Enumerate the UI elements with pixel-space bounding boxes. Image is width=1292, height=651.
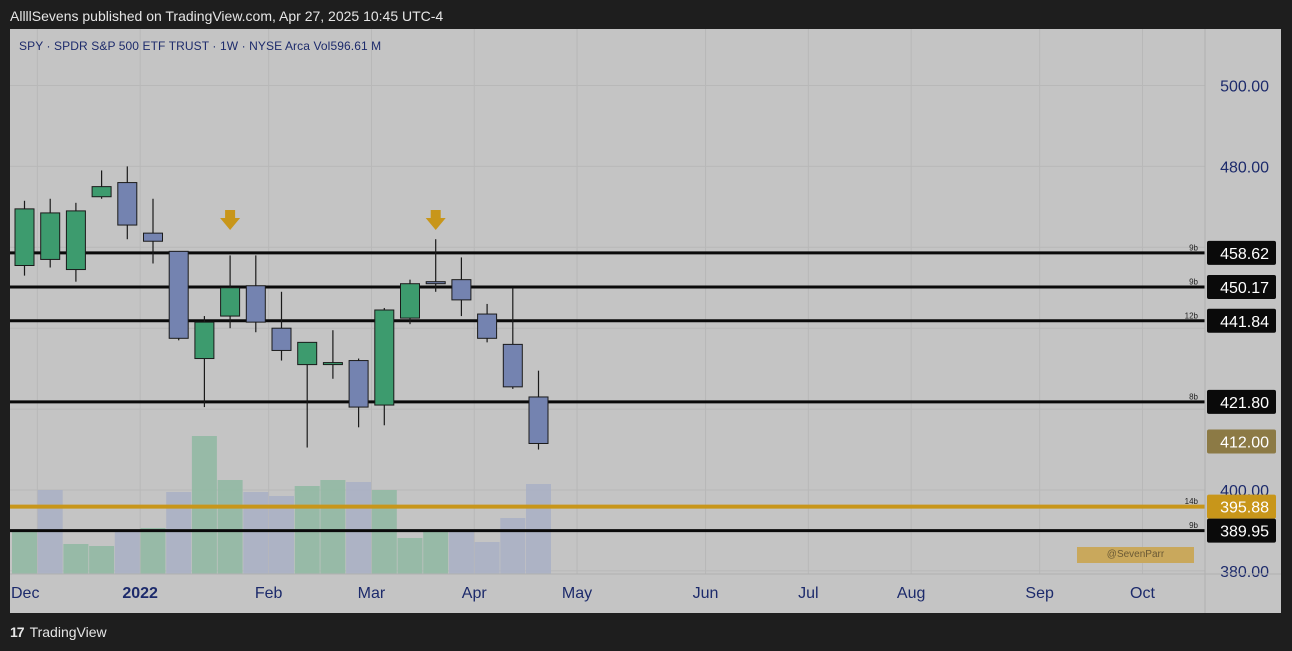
candlestick-chart[interactable]: 9b9b12b8b14b9b500.00480.00400.00380.0045… (10, 29, 1281, 613)
volume-bar (346, 482, 372, 574)
candle-body (348, 360, 369, 408)
level-tag: 12b (1185, 311, 1199, 320)
author-watermark: @SevenParr (1077, 547, 1194, 563)
level-tag: 9b (1189, 243, 1198, 252)
level-price-label: 458.62 (1220, 246, 1269, 263)
x-tick-label: Jun (693, 585, 719, 602)
candle-body (117, 182, 138, 226)
down-arrow-icon (220, 210, 241, 231)
level-tag: 9b (1189, 521, 1198, 530)
candle-body (502, 343, 523, 388)
level-price-badge (1207, 275, 1276, 300)
chart-area[interactable]: 9b 9b 12b 8b 14b 9b 500.00 480.00 400.00 380.00 45… (10, 29, 1281, 613)
candle-body (14, 208, 35, 267)
price-axis (1205, 29, 1281, 574)
level-price-badge (1207, 308, 1276, 333)
volume-bar (320, 480, 346, 574)
level-price-label: 450.17 (1220, 280, 1269, 297)
level-price-badge (1207, 494, 1276, 519)
publish-info: AllllSevens published on TradingView.com… (10, 8, 444, 24)
volume-bar (448, 532, 474, 574)
tradingview-logo-icon: 17 (10, 624, 25, 640)
candle-body (425, 281, 446, 285)
candle-body (528, 396, 549, 444)
candle-body (65, 210, 86, 271)
level-price-label: 441.84 (1220, 314, 1269, 331)
candle-body (297, 341, 318, 366)
volume-bar (89, 546, 115, 574)
symbol-legend: SPY · SPDR S&P 500 ETF TRUST · 1W · NYSE… (19, 39, 382, 53)
candle-body (220, 287, 241, 317)
level-tag: 8b (1189, 392, 1198, 401)
last-price-badge (1207, 429, 1276, 454)
x-tick-label: Apr (462, 585, 488, 602)
tradingview-brand-label: TradingView (29, 624, 107, 640)
volume-bar (397, 538, 423, 574)
x-tick-label: Oct (1130, 585, 1155, 602)
volume-bar (63, 544, 89, 574)
candle-body (451, 279, 472, 301)
x-tick-label: May (562, 585, 592, 602)
candle-body (168, 250, 189, 339)
x-tick-label: Aug (897, 585, 925, 602)
volume-bar (166, 492, 192, 574)
candle-body (245, 285, 266, 323)
candle-body (322, 362, 343, 366)
y-tick-label: 380.00 (1220, 564, 1269, 581)
x-tick-label: Dec (11, 585, 39, 602)
volume-bar (12, 532, 37, 574)
volume-bar (526, 484, 551, 574)
volume-bar (423, 530, 449, 574)
y-tick-label: 480.00 (1220, 159, 1269, 176)
candle-body (400, 283, 420, 319)
x-tick-label: Sep (1025, 585, 1054, 602)
x-tick-label: 2022 (122, 585, 158, 602)
candle-body (40, 212, 61, 260)
candle-body (271, 327, 292, 351)
level-price-label: 421.80 (1220, 395, 1269, 412)
volume-bar (500, 518, 526, 574)
candle-body (143, 232, 163, 242)
level-price-label: 389.95 (1220, 524, 1269, 541)
candle-body (477, 313, 498, 339)
x-tick-label: Mar (358, 585, 386, 602)
candle-body (91, 186, 112, 198)
level-price-badge (1207, 240, 1276, 265)
tradingview-brand[interactable]: 17 TradingView (10, 624, 107, 640)
level-price-badge (1207, 389, 1276, 414)
last-price-label: 412.00 (1220, 434, 1269, 451)
volume-bar (140, 528, 166, 574)
level-price-label: 395.88 (1220, 500, 1269, 517)
volume-bar (217, 480, 243, 574)
volume-bar (243, 492, 269, 574)
level-price-badge (1207, 518, 1276, 543)
volume-bar (474, 542, 500, 574)
x-tick-label: Feb (255, 585, 283, 602)
candle-body (194, 321, 215, 360)
level-tag: 9b (1189, 278, 1198, 287)
volume-bar (269, 496, 294, 574)
x-tick-label: Jul (798, 585, 818, 602)
candle-body (374, 309, 395, 406)
volume-bar (114, 530, 140, 574)
down-arrow-icon (425, 210, 446, 231)
level-tag: 14b (1185, 497, 1199, 506)
y-tick-label: 500.00 (1220, 79, 1269, 96)
